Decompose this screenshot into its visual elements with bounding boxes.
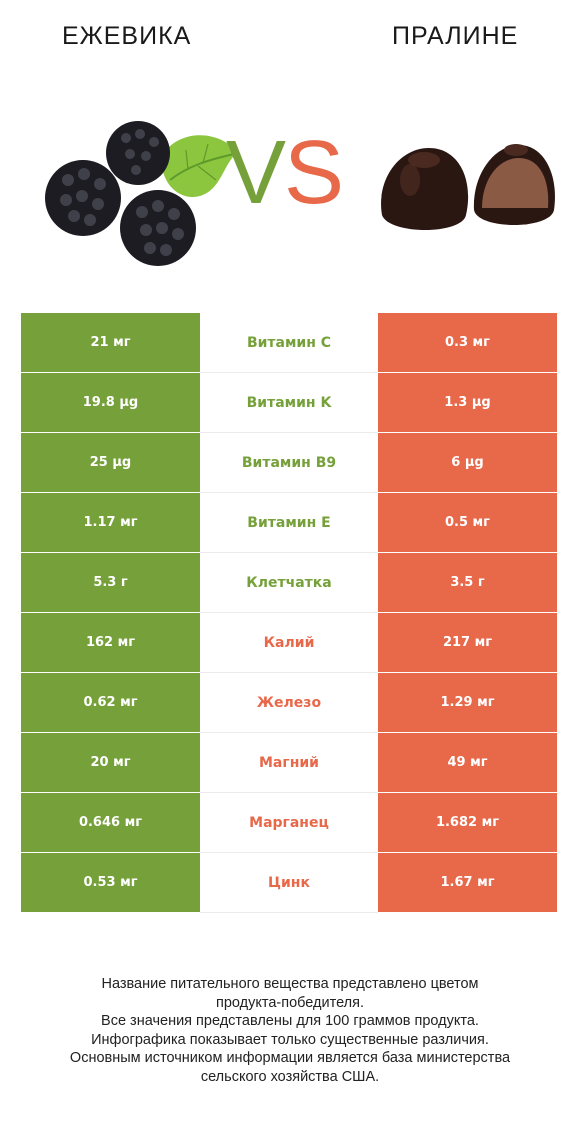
table-row: 25 µg Витамин B9 6 µg — [21, 433, 557, 493]
nutrient-name: Витамин C — [200, 313, 378, 373]
left-value: 162 мг — [21, 613, 200, 673]
nutrient-name: Витамин E — [200, 493, 378, 553]
left-value: 25 µg — [21, 433, 200, 493]
left-value: 0.646 мг — [21, 793, 200, 853]
table-row: 162 мг Калий 217 мг — [21, 613, 557, 673]
nutrient-name: Марганец — [200, 793, 378, 853]
footer-line: продукта-победителя. — [215, 994, 365, 1011]
nutrient-name: Клетчатка — [200, 553, 378, 613]
praline-image — [381, 144, 555, 230]
right-value: 1.67 мг — [378, 853, 557, 913]
table-row: 20 мг Магний 49 мг — [21, 733, 557, 793]
nutrient-name: Витамин K — [200, 373, 378, 433]
right-product-title: ПРАЛИНЕ — [392, 22, 519, 50]
left-product-title: ЕЖЕВИКА — [62, 22, 192, 50]
vs-s: S — [284, 123, 344, 223]
nutrient-name: Цинк — [200, 853, 378, 913]
left-value: 5.3 г — [21, 553, 200, 613]
footer-line: Все значения представлены для 100 граммо… — [101, 1013, 479, 1029]
footer-notes: Название питательного вещества представл… — [20, 975, 560, 1086]
comparison-table: 21 мг Витамин C 0.3 мг 19.8 µg Витамин K 1.3 … — [21, 313, 557, 913]
blackberry-image — [45, 121, 238, 266]
table-row: 1.17 мг Витамин E 0.5 мг — [21, 493, 557, 553]
footer-line: сельского хозяйства США. — [200, 1068, 380, 1085]
nutrient-name: Витамин B9 — [200, 433, 378, 493]
table-row: 0.646 мг Марганец 1.682 мг — [21, 793, 557, 853]
right-value: 1.29 мг — [378, 673, 557, 733]
right-value: 1.682 мг — [378, 793, 557, 853]
vs-label: VS — [226, 128, 344, 218]
right-value: 1.3 µg — [378, 373, 557, 433]
footer-line: Инфографика показывает только существенн… — [91, 1031, 489, 1048]
nutrient-name: Калий — [200, 613, 378, 673]
left-value: 19.8 µg — [21, 373, 200, 433]
table-row: 21 мг Витамин C 0.3 мг — [21, 313, 557, 373]
left-value: 1.17 мг — [21, 493, 200, 553]
table-row: 0.53 мг Цинк 1.67 мг — [21, 853, 557, 913]
table-row: 19.8 µg Витамин K 1.3 µg — [21, 373, 557, 433]
table-row: 0.62 мг Железо 1.29 мг — [21, 673, 557, 733]
left-value: 0.53 мг — [21, 853, 200, 913]
nutrient-name: Магний — [200, 733, 378, 793]
right-value: 0.5 мг — [378, 493, 557, 553]
left-value: 20 мг — [21, 733, 200, 793]
left-value: 0.62 мг — [21, 673, 200, 733]
vs-v: V — [226, 123, 286, 223]
right-value: 6 µg — [378, 433, 557, 493]
nutrient-name: Железо — [200, 673, 378, 733]
right-value: 3.5 г — [378, 553, 557, 613]
right-value: 217 мг — [378, 613, 557, 673]
right-value: 49 мг — [378, 733, 557, 793]
table-row: 5.3 г Клетчатка 3.5 г — [21, 553, 557, 613]
right-value: 0.3 мг — [378, 313, 557, 373]
footer-line: Название питательного вещества представл… — [101, 976, 479, 992]
footer-line: Основным источником информации является … — [69, 1050, 511, 1066]
left-value: 21 мг — [21, 313, 200, 373]
